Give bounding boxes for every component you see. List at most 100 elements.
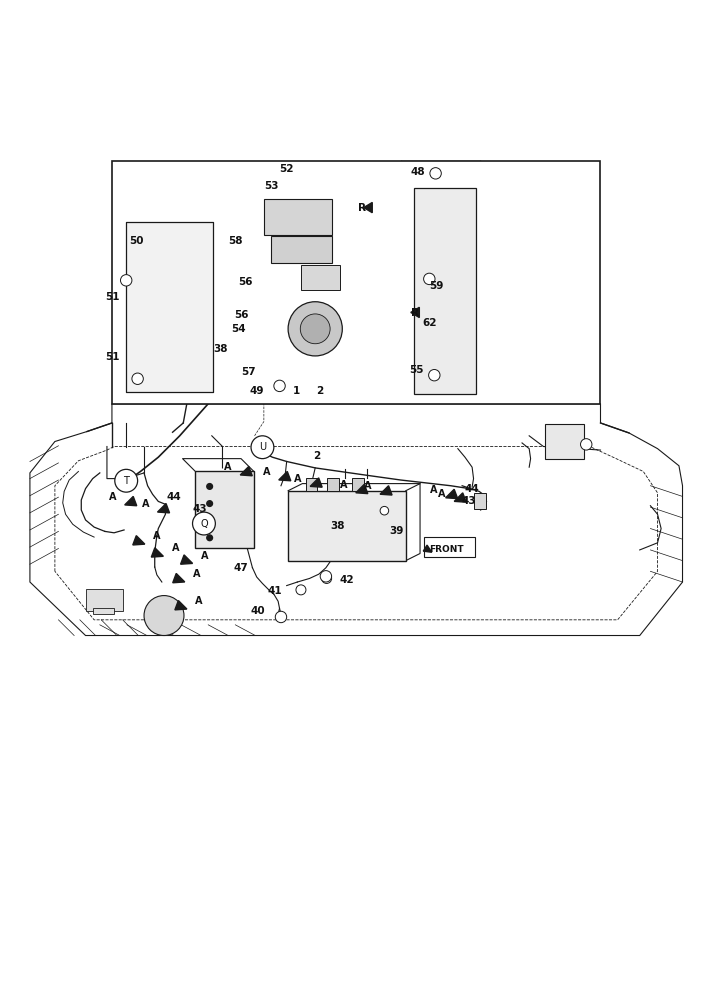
Text: 2: 2 bbox=[316, 386, 324, 396]
Text: 54: 54 bbox=[231, 324, 246, 334]
Text: 38: 38 bbox=[214, 344, 228, 354]
Polygon shape bbox=[423, 545, 432, 552]
Circle shape bbox=[207, 484, 213, 489]
Text: 44: 44 bbox=[465, 484, 480, 494]
Text: U: U bbox=[259, 442, 266, 452]
Text: 41: 41 bbox=[268, 586, 283, 596]
Circle shape bbox=[274, 380, 285, 392]
Bar bbox=[271, 236, 332, 263]
Text: FRONT: FRONT bbox=[429, 545, 464, 554]
Circle shape bbox=[424, 273, 435, 285]
Text: A: A bbox=[142, 499, 149, 509]
Circle shape bbox=[300, 314, 330, 344]
Bar bbox=[85, 589, 122, 611]
Text: 57: 57 bbox=[241, 367, 256, 377]
Circle shape bbox=[321, 573, 332, 583]
Circle shape bbox=[275, 611, 286, 623]
Bar bbox=[424, 537, 475, 557]
Bar bbox=[306, 478, 317, 491]
Text: A: A bbox=[224, 462, 232, 472]
Polygon shape bbox=[175, 601, 187, 610]
Polygon shape bbox=[310, 478, 322, 487]
Text: 58: 58 bbox=[228, 236, 243, 246]
Circle shape bbox=[207, 535, 213, 541]
Text: A: A bbox=[430, 485, 437, 495]
Polygon shape bbox=[411, 307, 420, 318]
Circle shape bbox=[132, 373, 143, 384]
Text: A: A bbox=[195, 596, 203, 606]
Polygon shape bbox=[173, 573, 185, 583]
Text: A: A bbox=[193, 569, 200, 579]
Text: A: A bbox=[109, 492, 117, 502]
Bar bbox=[112, 161, 601, 404]
Text: 53: 53 bbox=[263, 181, 279, 191]
Polygon shape bbox=[125, 496, 137, 506]
Circle shape bbox=[120, 275, 132, 286]
Polygon shape bbox=[151, 548, 163, 557]
Text: R: R bbox=[358, 203, 367, 213]
Bar bbox=[352, 478, 364, 491]
Text: 49: 49 bbox=[249, 386, 264, 396]
Text: A: A bbox=[364, 481, 372, 491]
Circle shape bbox=[207, 518, 213, 524]
Bar bbox=[92, 608, 114, 614]
Circle shape bbox=[380, 506, 389, 515]
Circle shape bbox=[320, 571, 332, 582]
Bar bbox=[195, 471, 254, 548]
Text: 38: 38 bbox=[331, 521, 345, 531]
Text: 47: 47 bbox=[233, 563, 248, 573]
Circle shape bbox=[581, 439, 592, 450]
Polygon shape bbox=[380, 486, 392, 495]
Bar bbox=[327, 478, 339, 491]
Text: 39: 39 bbox=[390, 526, 404, 536]
Text: 51: 51 bbox=[105, 352, 119, 362]
Circle shape bbox=[193, 512, 216, 535]
Polygon shape bbox=[180, 555, 193, 564]
Text: 1: 1 bbox=[293, 386, 300, 396]
Text: 2: 2 bbox=[313, 451, 320, 461]
Text: A: A bbox=[263, 467, 271, 477]
Polygon shape bbox=[356, 484, 368, 494]
Text: 59: 59 bbox=[430, 281, 444, 291]
Text: Q: Q bbox=[200, 519, 208, 529]
Text: 52: 52 bbox=[279, 164, 294, 174]
Circle shape bbox=[429, 369, 440, 381]
Text: A: A bbox=[340, 480, 347, 490]
Text: A: A bbox=[438, 489, 446, 499]
Text: 43: 43 bbox=[462, 496, 477, 506]
Circle shape bbox=[288, 302, 342, 356]
Text: A: A bbox=[153, 531, 160, 541]
Polygon shape bbox=[445, 489, 458, 499]
Circle shape bbox=[296, 585, 306, 595]
Text: A: A bbox=[201, 551, 208, 561]
Text: 56: 56 bbox=[234, 310, 248, 320]
Bar bbox=[264, 199, 332, 235]
Text: 42: 42 bbox=[339, 575, 354, 585]
Polygon shape bbox=[454, 493, 466, 502]
Polygon shape bbox=[30, 404, 682, 636]
Bar bbox=[301, 265, 340, 290]
Text: 40: 40 bbox=[251, 606, 266, 616]
Polygon shape bbox=[364, 202, 372, 213]
Bar bbox=[545, 424, 584, 459]
Text: 43: 43 bbox=[193, 504, 207, 514]
Text: 44: 44 bbox=[167, 492, 181, 502]
Text: A: A bbox=[294, 474, 302, 484]
Text: A: A bbox=[172, 543, 179, 553]
Text: 48: 48 bbox=[410, 167, 425, 177]
Text: 55: 55 bbox=[410, 365, 424, 375]
Bar bbox=[126, 222, 213, 392]
Polygon shape bbox=[132, 536, 145, 545]
Text: 51: 51 bbox=[105, 292, 119, 302]
Bar bbox=[288, 491, 406, 561]
Circle shape bbox=[144, 596, 184, 636]
Text: 50: 50 bbox=[130, 236, 144, 246]
Text: R: R bbox=[411, 308, 419, 318]
Bar bbox=[414, 188, 476, 394]
Circle shape bbox=[251, 436, 274, 459]
Bar bbox=[473, 493, 486, 509]
Text: 62: 62 bbox=[422, 318, 437, 328]
Circle shape bbox=[207, 501, 213, 506]
Polygon shape bbox=[158, 504, 170, 513]
Circle shape bbox=[276, 612, 286, 622]
